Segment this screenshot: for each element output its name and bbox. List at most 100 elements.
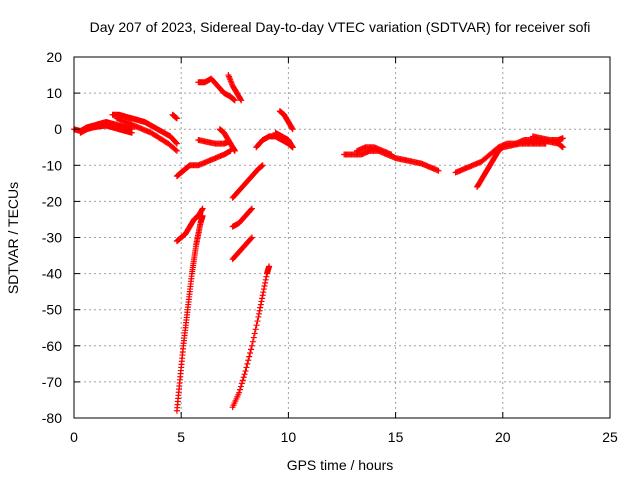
axis-ticks [73, 56, 611, 419]
data-point [388, 151, 395, 158]
series-arc-p [229, 263, 273, 411]
data-point [238, 380, 245, 387]
data-point [266, 263, 273, 270]
data-point [262, 276, 269, 283]
x-tick-label: 20 [495, 429, 511, 445]
data-point [248, 342, 255, 349]
data-point [289, 126, 296, 133]
data-point [241, 371, 248, 378]
data-point [257, 301, 264, 308]
data-point [231, 147, 238, 154]
data-point [173, 140, 180, 147]
series-arc-c [109, 111, 180, 147]
data-point [258, 298, 265, 305]
y-tick-label: -60 [42, 338, 62, 354]
chart-title: Day 207 of 2023, Sidereal Day-to-day VTE… [90, 19, 591, 35]
data-point [248, 206, 255, 213]
data-point [245, 357, 252, 364]
x-axis-label: GPS time / hours [287, 457, 394, 473]
y-tick-label: -70 [42, 374, 62, 390]
series-arc-r [272, 129, 296, 151]
data-point [259, 295, 266, 302]
data-point [262, 279, 269, 286]
data-point [250, 334, 257, 341]
series-arc-x [529, 133, 566, 144]
data-point [199, 205, 206, 212]
y-tick-label: -50 [42, 302, 62, 318]
data-point [253, 322, 260, 329]
grid [74, 57, 610, 418]
data-point [254, 318, 261, 325]
data-point [237, 383, 244, 390]
series-arc-e [169, 111, 180, 122]
series-arc-b [77, 122, 135, 136]
x-tick-label: 15 [388, 429, 404, 445]
data-point [289, 144, 296, 151]
x-tick-label: 0 [70, 429, 78, 445]
data-point [248, 346, 255, 353]
series-arc-t [341, 147, 442, 174]
data-point [173, 147, 180, 154]
series-arc-m [229, 162, 266, 201]
data-point [199, 206, 206, 213]
data-point [251, 330, 258, 337]
series-arc-s [276, 108, 296, 133]
data-point [128, 129, 135, 136]
x-tick-label: 25 [602, 429, 618, 445]
series-arc-w [474, 140, 549, 190]
data-points [71, 72, 566, 414]
x-tick-label: 5 [177, 429, 185, 445]
series-arc-d [113, 115, 180, 154]
data-point [435, 167, 442, 174]
series-arc-f [173, 147, 234, 180]
x-tick-label: 10 [281, 429, 297, 445]
y-tick-label: -30 [42, 230, 62, 246]
data-point [249, 338, 256, 345]
y-tick-label: 0 [54, 121, 62, 137]
data-point [559, 144, 566, 151]
data-point [259, 162, 266, 169]
y-tick-label: -20 [42, 193, 62, 209]
series-arc-l [216, 126, 238, 154]
data-point [252, 326, 259, 333]
y-tick-label: -80 [42, 410, 62, 426]
data-point [289, 125, 296, 132]
data-point [255, 313, 262, 320]
y-tick-label: -40 [42, 266, 62, 282]
data-point [236, 389, 243, 396]
data-point [240, 374, 247, 381]
tick-labels: 0 5 10 15 20 25 20 10 0 -10 -20 -30 -40 -50 -60 -70 -80 [42, 49, 618, 445]
data-point [242, 368, 249, 375]
data-point [231, 97, 238, 104]
data-point [238, 97, 245, 104]
data-point [260, 286, 267, 293]
data-point [243, 364, 250, 371]
series-arc-h [173, 212, 206, 414]
y-axis-label: SDTVAR / TECUs [5, 182, 21, 294]
y-tick-label: -10 [42, 157, 62, 173]
data-point [542, 140, 549, 147]
data-point [257, 304, 264, 311]
data-point [260, 289, 267, 296]
data-point [248, 235, 255, 242]
data-point [248, 205, 255, 212]
data-point [289, 143, 296, 150]
data-point [237, 96, 244, 103]
data-point [259, 292, 266, 299]
data-point [246, 353, 253, 360]
series-arc-o [229, 234, 255, 263]
series-arc-n [229, 205, 255, 230]
data-point [559, 135, 566, 142]
data-point [248, 234, 255, 241]
data-point [247, 350, 254, 357]
data-point [172, 139, 179, 146]
data-point [173, 115, 180, 122]
data-point [237, 386, 244, 393]
series-arc-j [225, 72, 245, 104]
series-arc-u [354, 144, 395, 158]
series-arc-i [195, 75, 238, 104]
series-arc-g [173, 205, 206, 245]
y-tick-label: 20 [46, 49, 62, 65]
